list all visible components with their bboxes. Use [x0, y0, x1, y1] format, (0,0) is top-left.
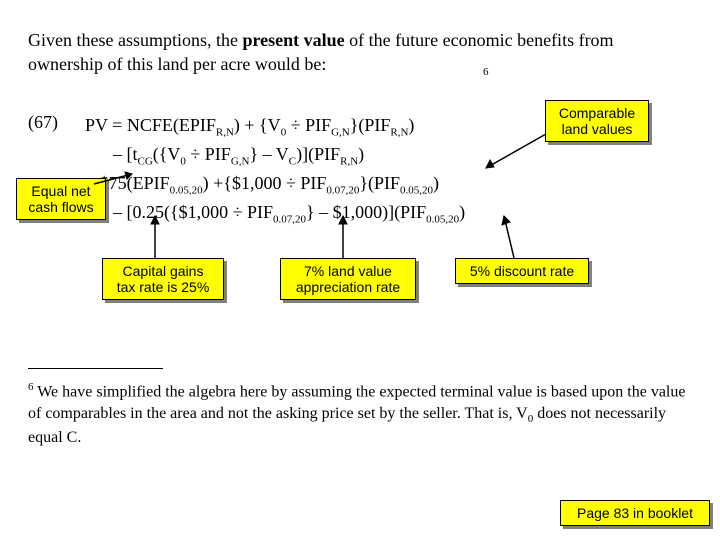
arrow-comparable [480, 132, 550, 172]
eq-line-4: – [0.25({$1,000 ÷ PIF0.07,20} – $1,000)]… [85, 199, 465, 228]
intro-text: Given these assumptions, the present val… [28, 28, 688, 77]
equation-body: PV = NCFE(EPIFR,N) + {V0 ÷ PIFG,N}(PIFR,… [85, 112, 465, 228]
footnote-reference: 6 [483, 66, 489, 78]
eq-line-3: = $75(EPIF0.05,20) +{$1,000 ÷ PIF0.07,20… [85, 170, 465, 199]
callout-capital-gains: Capital gains tax rate is 25% [102, 258, 224, 300]
arrow-appreciation [333, 210, 353, 260]
arrow-equal-net [90, 170, 140, 188]
intro-prefix: Given these assumptions, the [28, 30, 242, 50]
footnote-text: 6 We have simplified the algebra here by… [28, 380, 688, 449]
callout-discount: 5% discount rate [455, 258, 589, 284]
arrow-capital-gains [145, 210, 165, 260]
equation-number: (67) [28, 112, 58, 133]
intro-bold: present value [242, 30, 344, 50]
eq-line-1: PV = NCFE(EPIFR,N) + {V0 ÷ PIFG,N}(PIFR,… [85, 112, 465, 141]
footnote-rule [28, 368, 163, 369]
callout-appreciation: 7% land value appreciation rate [280, 258, 416, 300]
eq-line-2: – [tCG({V0 ÷ PIFG,N} – VC)](PIFR,N) [85, 141, 465, 170]
callout-comparable: Comparable land values [545, 100, 649, 142]
callout-pageref: Page 83 in booklet [560, 500, 710, 526]
arrow-discount [500, 210, 530, 260]
